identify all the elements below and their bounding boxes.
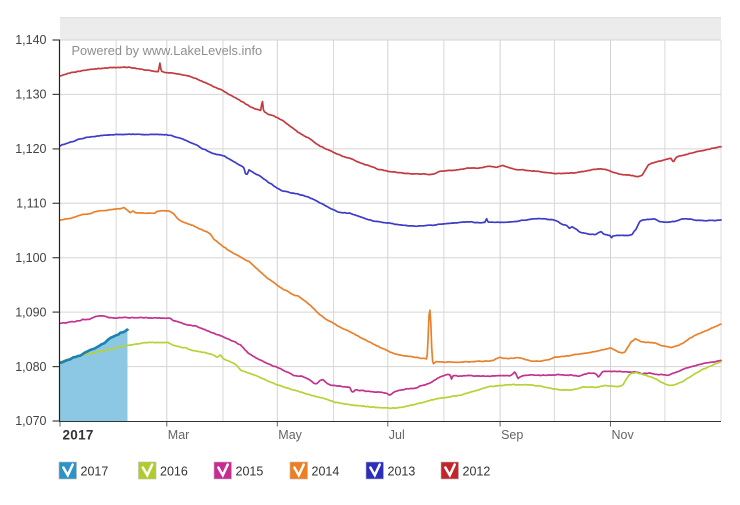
svg-text:2012: 2012 [463,465,491,479]
svg-text:Nov: Nov [612,428,635,442]
svg-text:2017: 2017 [63,428,94,443]
svg-text:Jul: Jul [389,428,405,442]
svg-text:2014: 2014 [312,465,340,479]
svg-text:1,140: 1,140 [15,33,46,47]
svg-text:1,120: 1,120 [15,142,46,156]
svg-text:May: May [278,428,302,442]
svg-text:2016: 2016 [160,465,188,479]
svg-text:2013: 2013 [388,465,416,479]
svg-text:2017: 2017 [81,465,109,479]
svg-text:Sep: Sep [501,428,523,442]
svg-text:1,070: 1,070 [15,414,46,428]
svg-text:1,090: 1,090 [15,305,46,319]
svg-text:2015: 2015 [236,465,264,479]
svg-text:Powered by www.LakeLevels.info: Powered by www.LakeLevels.info [72,43,263,58]
svg-text:1,130: 1,130 [15,88,46,102]
svg-text:Mar: Mar [168,428,190,442]
svg-text:1,100: 1,100 [15,251,46,265]
svg-text:1,080: 1,080 [15,360,46,374]
svg-text:1,110: 1,110 [16,197,46,211]
